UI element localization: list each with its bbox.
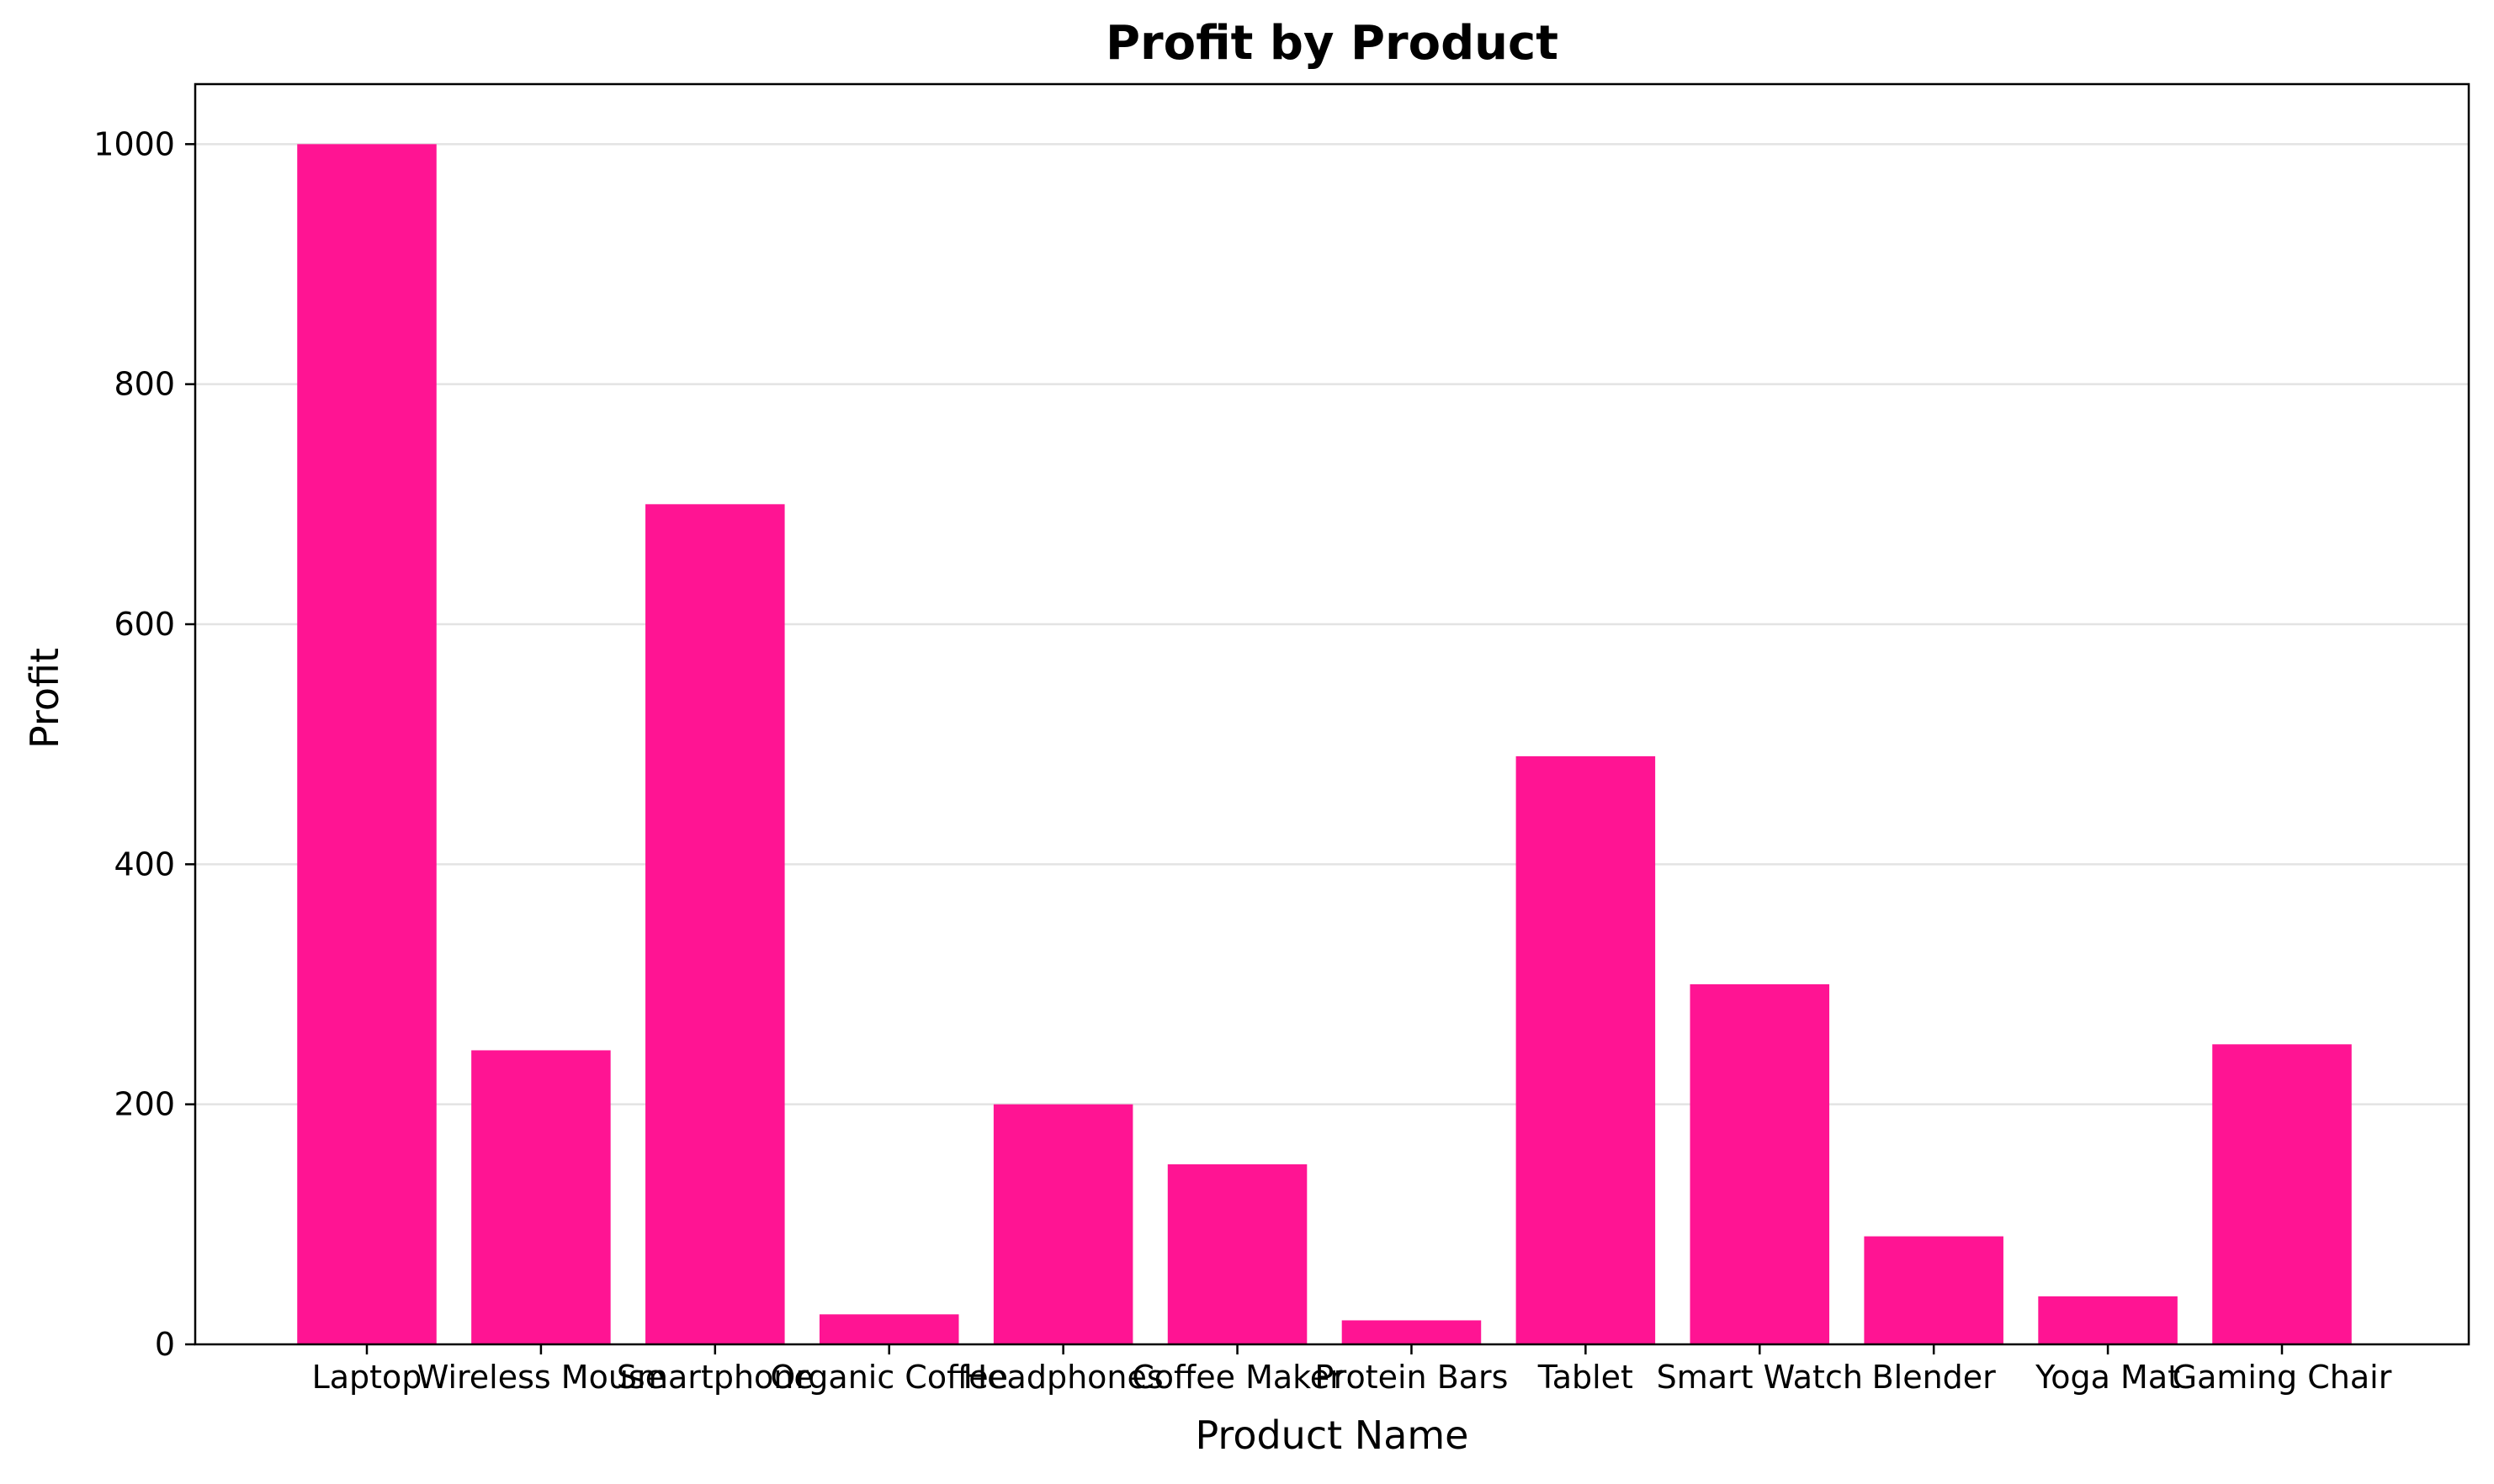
y-tick-label: 0 [155,1326,175,1363]
x-tick-label: Yoga Mat [2035,1359,2180,1396]
bar-smart-watch [1690,984,1830,1344]
x-tick-label: Tablet [1537,1359,1633,1396]
x-tick-label: Laptop [312,1359,422,1396]
plot-frame [194,82,2470,1346]
grid-lines [195,143,2469,1105]
y-axis-label: Profit [22,648,67,749]
y-tick-label: 600 [114,606,175,643]
bar-smartphone [645,504,785,1344]
bar-blender [1864,1236,2003,1344]
x-tick-label: Protein Bars [1314,1359,1508,1396]
chart-title: Profit by Product [1106,16,1558,71]
x-tick-label: Gaming Chair [2173,1359,2392,1396]
bar-yoga-mat [2038,1296,2178,1344]
x-tick-label: Wireless Mouse [417,1359,665,1396]
x-tick-label: Smart Watch [1657,1359,1863,1396]
bar-organic-coffee [819,1314,959,1344]
x-tick-label: Headphones [963,1359,1164,1396]
bar-coffee-maker [1167,1164,1308,1344]
bar-gaming-chair [2212,1044,2352,1344]
y-axis-ticks: 0 200 400 600 800 1000 [93,125,195,1363]
x-tick-label: Blender [1872,1359,1997,1396]
y-tick-label: 400 [114,845,175,882]
y-tick-label: 200 [114,1086,175,1123]
x-tick-label: Organic Coffee [770,1359,1008,1396]
bar-protein-bars [1341,1320,1482,1344]
bar-tablet [1515,755,1656,1344]
x-axis-label: Product Name [1196,1412,1469,1458]
bar-wireless-mouse [471,1050,611,1344]
x-tick-label: Smartphone [617,1359,814,1396]
y-tick-label: 1000 [93,125,175,162]
y-tick-label: 800 [114,366,175,403]
x-tick-label: Coffee Maker [1132,1359,1343,1396]
bar-laptop [297,144,437,1344]
bars [297,144,2352,1344]
bar-headphones [993,1104,1133,1344]
